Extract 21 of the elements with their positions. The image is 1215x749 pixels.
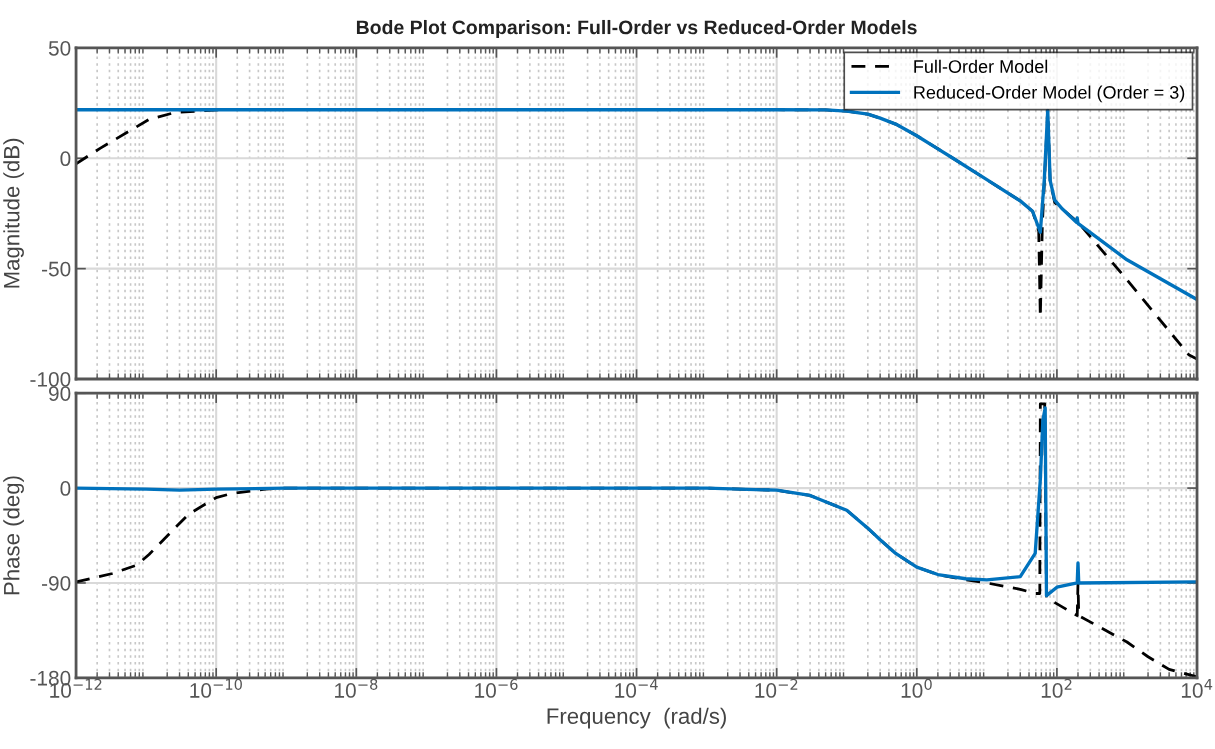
- y-tick-label: -100: [30, 372, 71, 387]
- x-tick-label: 10$^{−4}$: [615, 679, 658, 698]
- chart-title: Bode Plot Comparison: Full-Order vs Reduced-Order Models: [356, 19, 917, 39]
- y-tick-label: -90: [42, 575, 71, 591]
- x-tick-label: 10$^{−2}$: [755, 678, 798, 698]
- x-tick-label: 10$^{−8}$: [335, 678, 378, 698]
- y-tick-label: -50: [42, 261, 71, 277]
- x-axis-title: Frequency (rad/s): [547, 707, 726, 729]
- y-tick-label: 0: [60, 481, 71, 496]
- x-tick-label: 10$^{−6}$: [475, 678, 518, 698]
- x-tick-label: 10$^{0}$: [901, 678, 932, 698]
- y-tick-label: 0: [60, 151, 71, 167]
- y-axis-title: Phase (deg): [3, 476, 24, 595]
- x-tick-label: 10$^{2}$: [1041, 678, 1072, 698]
- x-tick-label: 10$^{−10}$: [190, 678, 242, 698]
- y-tick-label: 50: [48, 40, 71, 56]
- x-tick-label: 10$^{4}$: [1181, 679, 1213, 698]
- y-axis-title: Magnitude (dB): [3, 138, 24, 288]
- legend-label: Reduced-Order Model (Order = 3): [914, 85, 1185, 103]
- y-tick-label: 90: [49, 386, 71, 401]
- legend-label: Full-Order Model: [914, 59, 1048, 73]
